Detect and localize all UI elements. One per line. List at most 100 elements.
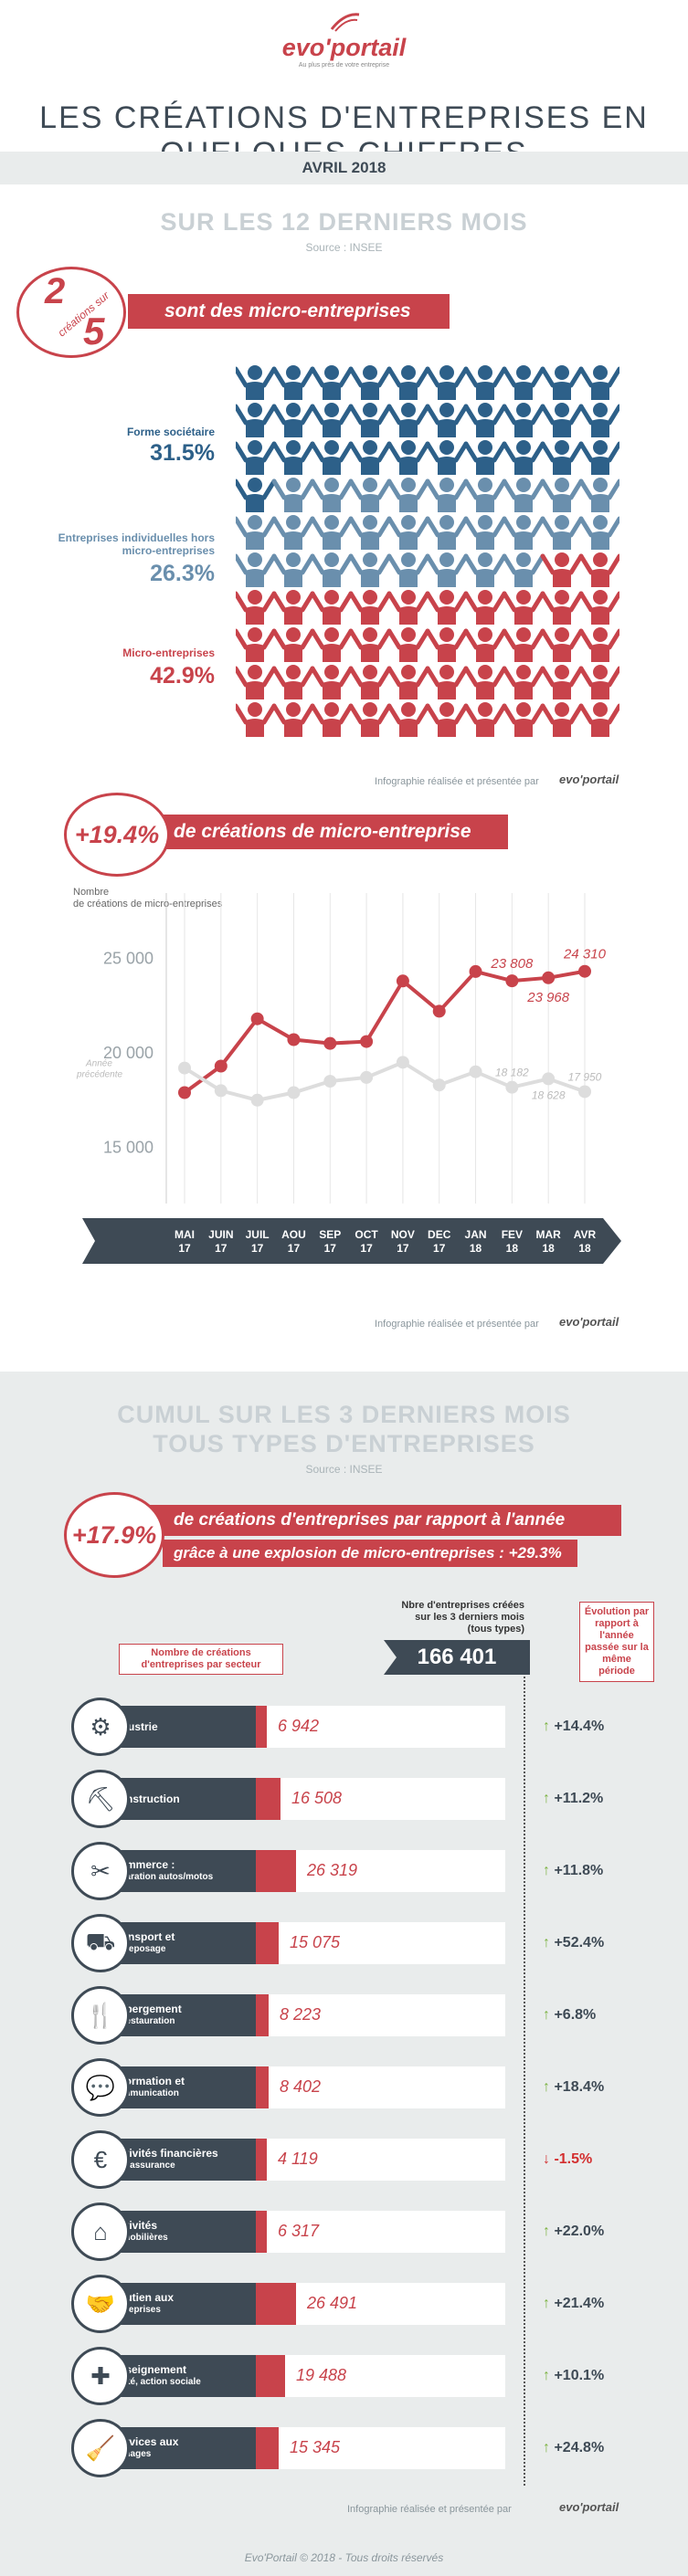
- sector-evolution-value: +24.8%: [554, 2440, 605, 2455]
- arrow-up-icon: ↑: [543, 2007, 550, 2023]
- sector-bar-track: [267, 2139, 505, 2181]
- person-icon: [310, 365, 354, 400]
- sector-bar-track: [285, 2355, 505, 2397]
- data-point: [250, 1093, 264, 1107]
- sector-evolution: ↑ +10.1%: [543, 2368, 604, 2384]
- series-name-previous: Année: [85, 1058, 112, 1068]
- person-icon: [271, 590, 315, 625]
- section1-ribbon: sont des micro-entreprises: [128, 294, 450, 329]
- person-icon: [540, 440, 584, 475]
- sector-evolution: ↑ +14.4%: [543, 1719, 604, 1735]
- person-icon: [540, 365, 584, 400]
- sector-value: 16 508: [291, 1789, 343, 1807]
- x-tick-label: 17: [360, 1242, 373, 1255]
- sector-bar-track: [279, 1922, 505, 1964]
- truck-icon: ⛟: [71, 1914, 130, 1972]
- data-point: [469, 964, 482, 978]
- person-icon: [386, 403, 430, 437]
- person-icon: [578, 403, 619, 437]
- x-tick-label: AVR: [574, 1228, 597, 1241]
- sector-sub: réparation autos/motos: [111, 1872, 214, 1882]
- person-icon: [386, 702, 430, 737]
- sector-evolution-value: +22.0%: [554, 2224, 605, 2239]
- person-icon: [578, 440, 619, 475]
- series-name-previous: précédente: [76, 1069, 122, 1079]
- logo-tagline: Au plus près de votre entreprise: [298, 62, 390, 68]
- group-value-micro: 42.9%: [150, 663, 215, 689]
- x-tick-label: 17: [288, 1242, 301, 1255]
- total-value: 166 401: [384, 1640, 530, 1675]
- sector-sub: santé, action sociale: [111, 2377, 201, 2387]
- person-icon: [386, 515, 430, 550]
- house-icon: ⌂: [71, 2203, 130, 2261]
- arrow-up-icon: ↑: [543, 2368, 550, 2383]
- person-icon: [348, 627, 392, 662]
- x-tick-label: JUIN: [208, 1228, 233, 1241]
- x-tick-label: 18: [578, 1242, 591, 1255]
- person-icon: [578, 552, 619, 587]
- tools-icon: ✂: [71, 1842, 130, 1900]
- sector-bar-track: [296, 2283, 505, 2325]
- person-icon: [578, 665, 619, 699]
- data-point: [505, 1080, 519, 1094]
- logo-text: evo'portail: [281, 34, 407, 61]
- person-icon: [425, 478, 469, 512]
- logo: evo'portail Au plus près de votre entrep…: [0, 9, 688, 68]
- person-icon: [502, 365, 545, 400]
- x-tick-label: SEP: [319, 1228, 341, 1241]
- crane-icon: ⛏: [71, 1770, 130, 1828]
- person-icon: [502, 552, 545, 587]
- sector-value-bar: [256, 1994, 269, 2036]
- arrow-up-icon: ↑: [543, 2224, 550, 2239]
- y-axis-label: de créations de micro-entreprises: [73, 899, 223, 909]
- sector-name: Information et: [111, 2075, 185, 2087]
- section3-ribbon-1: de créations d'entreprises par rapport à…: [137, 1505, 621, 1561]
- sector-evolution: ↑ +18.4%: [543, 2079, 604, 2096]
- data-point: [360, 1070, 374, 1084]
- section2-credit: Infographie réalisée et présentée par: [375, 1319, 539, 1330]
- person-icon: [271, 515, 315, 550]
- sector-evolution: ↑ +11.2%: [543, 1791, 603, 1807]
- sector-value-bar: [256, 2066, 269, 2108]
- person-icon: [310, 552, 354, 587]
- section1-title: SUR LES 12 DERNIERS MOIS: [160, 208, 528, 236]
- data-point: [323, 1075, 337, 1088]
- person-icon: [502, 440, 545, 475]
- person-icon: [348, 552, 392, 587]
- person-icon: [540, 702, 584, 737]
- person-icon: [425, 365, 469, 400]
- total-arrow-notch: [384, 1640, 397, 1675]
- person-icon: [540, 403, 584, 437]
- data-point: [214, 1059, 228, 1073]
- sector-value: 8 402: [280, 2077, 322, 2096]
- person-icon: [271, 552, 315, 587]
- arrow-up-icon: ↑: [543, 1719, 550, 1734]
- person-icon: [463, 515, 507, 550]
- person-icon: [540, 665, 584, 699]
- sector-value: 15 075: [290, 1933, 341, 1951]
- section1-credit: Infographie réalisée et présentée par: [375, 776, 539, 787]
- sector-bar-track: [267, 2211, 505, 2253]
- person-icon: [425, 403, 469, 437]
- sector-evolution-value: -1.5%: [554, 2151, 593, 2167]
- data-point: [250, 1012, 264, 1025]
- person-icon: [386, 478, 430, 512]
- arrow-up-icon: ↑: [543, 1863, 550, 1878]
- evolution-header: Évolution par rapport à l'année passée s…: [579, 1602, 654, 1682]
- person-icon: [271, 702, 315, 737]
- person-icon: [502, 665, 545, 699]
- person-icon: [578, 478, 619, 512]
- person-icon: [271, 440, 315, 475]
- data-label: 24 310: [563, 947, 607, 962]
- total-growth-badge: +17.9%: [64, 1492, 164, 1578]
- x-tick-label: JUIL: [246, 1228, 270, 1241]
- person-icon: [540, 552, 584, 587]
- data-point: [542, 1072, 556, 1086]
- x-tick-label: NOV: [391, 1228, 415, 1241]
- sector-evolution: ↑ +11.8%: [543, 1863, 603, 1879]
- person-icon: [310, 590, 354, 625]
- person-icon: [463, 440, 507, 475]
- x-tick-label: JAN: [465, 1228, 487, 1241]
- sector-evolution-value: +52.4%: [554, 1935, 605, 1950]
- person-icon: [348, 702, 392, 737]
